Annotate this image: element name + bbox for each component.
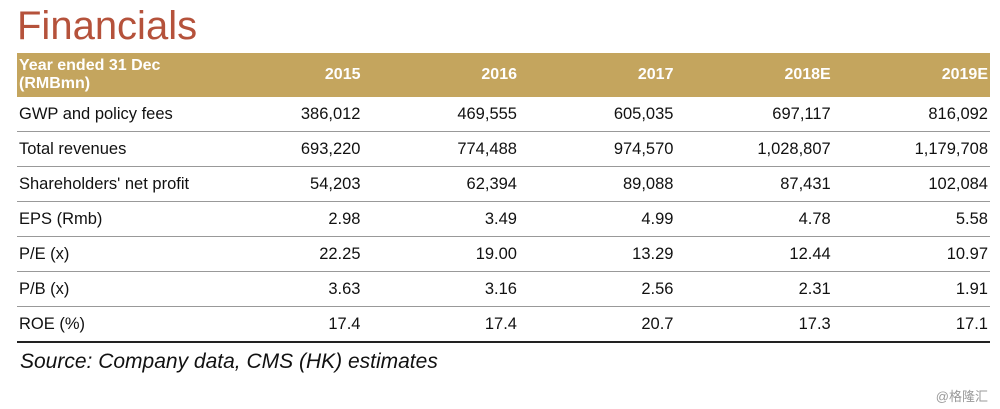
table-cell: 1.91 bbox=[832, 271, 990, 307]
column-header: 2019E bbox=[832, 53, 990, 97]
table-cell: 693,220 bbox=[206, 131, 363, 167]
table-row: P/E (x) 22.25 19.00 13.29 12.44 10.97 bbox=[17, 236, 990, 272]
row-label: P/E (x) bbox=[17, 236, 207, 272]
table-cell: 469,555 bbox=[362, 97, 519, 132]
table-cell: 62,394 bbox=[362, 166, 519, 202]
table-cell: 4.78 bbox=[675, 201, 833, 237]
table-cell: 1,179,708 bbox=[832, 131, 990, 167]
table-cell: 3.16 bbox=[362, 271, 519, 307]
table-cell: 3.49 bbox=[362, 201, 519, 237]
table-cell: 17.1 bbox=[832, 306, 990, 343]
table-row: Shareholders' net profit 54,203 62,394 89,0… bbox=[17, 166, 990, 202]
table-row: EPS (Rmb) 2.98 3.49 4.99 4.78 5.58 bbox=[17, 201, 990, 237]
row-label: ROE (%) bbox=[17, 306, 207, 343]
table-header-row: Year ended 31 Dec (RMBmn) 2015 2016 2017… bbox=[17, 53, 990, 97]
column-header: 2015 bbox=[206, 53, 363, 97]
table-cell: 89,088 bbox=[518, 166, 676, 202]
row-label: Shareholders' net profit bbox=[17, 166, 207, 202]
table-cell: 2.56 bbox=[518, 271, 676, 307]
table-cell: 5.58 bbox=[832, 201, 990, 237]
table-cell: 386,012 bbox=[206, 97, 363, 132]
table-cell: 974,570 bbox=[518, 131, 676, 167]
column-header: 2016 bbox=[362, 53, 519, 97]
watermark: @格隆汇 bbox=[935, 389, 988, 404]
row-label: EPS (Rmb) bbox=[17, 201, 207, 237]
financials-table: Year ended 31 Dec (RMBmn) 2015 2016 2017… bbox=[17, 53, 990, 343]
table-cell: 13.29 bbox=[518, 236, 676, 272]
table-cell: 102,084 bbox=[832, 166, 990, 202]
column-header: 2017 bbox=[518, 53, 676, 97]
table-cell: 774,488 bbox=[362, 131, 519, 167]
row-label: P/B (x) bbox=[17, 271, 207, 307]
table-cell: 1,028,807 bbox=[675, 131, 833, 167]
row-label: Total revenues bbox=[17, 131, 207, 167]
page-title: Financials bbox=[17, 4, 198, 48]
table-cell: 605,035 bbox=[518, 97, 676, 132]
table-cell: 19.00 bbox=[362, 236, 519, 272]
table-cell: 2.98 bbox=[206, 201, 363, 237]
table-cell: 10.97 bbox=[832, 236, 990, 272]
row-label: GWP and policy fees bbox=[17, 97, 207, 132]
table-cell: 12.44 bbox=[675, 236, 833, 272]
table-cell: 697,117 bbox=[675, 97, 833, 132]
table-cell: 17.4 bbox=[206, 306, 363, 343]
table-cell: 816,092 bbox=[832, 97, 990, 132]
table-row: GWP and policy fees 386,012 469,555 605,035… bbox=[17, 97, 990, 132]
table-row: Total revenues 693,220 774,488 974,570 1,028… bbox=[17, 131, 990, 167]
table-cell: 3.63 bbox=[206, 271, 363, 307]
table-cell: 87,431 bbox=[675, 166, 833, 202]
source-note: Source: Company data, CMS (HK) estimates bbox=[20, 350, 438, 373]
table-row: P/B (x) 3.63 3.16 2.56 2.31 1.91 bbox=[17, 271, 990, 307]
table-cell: 20.7 bbox=[518, 306, 676, 343]
table-cell: 4.99 bbox=[518, 201, 676, 237]
table-row: ROE (%) 17.4 17.4 20.7 17.3 17.1 bbox=[17, 306, 990, 343]
table-cell: 2.31 bbox=[675, 271, 833, 307]
column-header: 2018E bbox=[675, 53, 833, 97]
table-cell: 17.3 bbox=[675, 306, 833, 343]
table-cell: 22.25 bbox=[206, 236, 363, 272]
table-cell: 54,203 bbox=[206, 166, 363, 202]
table-cell: 17.4 bbox=[362, 306, 519, 343]
column-header: Year ended 31 Dec (RMBmn) bbox=[17, 53, 207, 97]
